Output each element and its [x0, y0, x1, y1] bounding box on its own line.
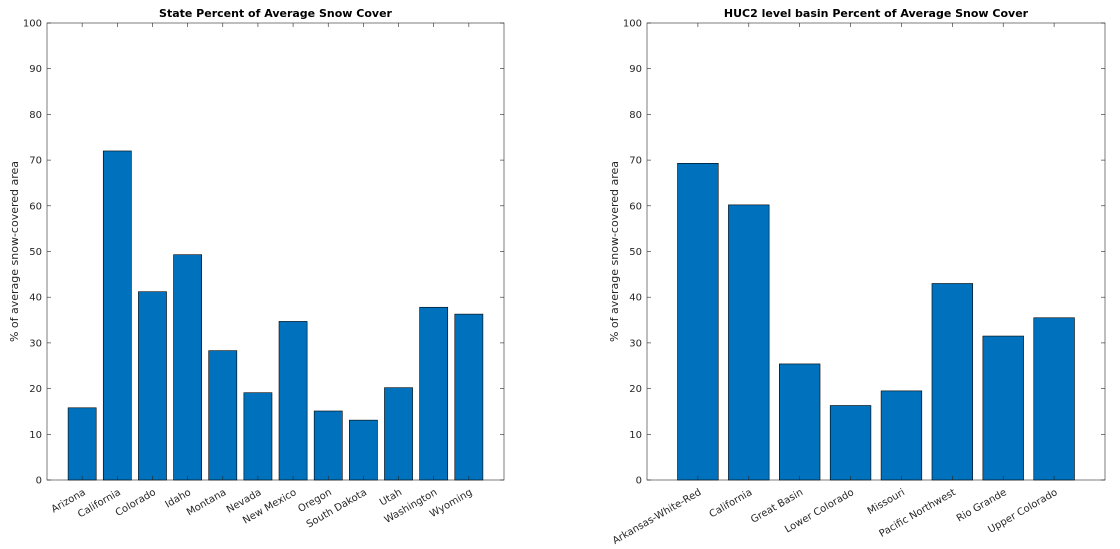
- bar-wyoming: [454, 313, 484, 481]
- bar-missouri: [880, 390, 923, 481]
- y-tick-label: 20: [629, 384, 642, 395]
- y-tick-label: 40: [29, 293, 42, 304]
- y-tick-label: 10: [29, 430, 42, 441]
- bar-california: [728, 204, 770, 481]
- y-tick-label: 50: [29, 247, 42, 258]
- bar-new-mexico: [278, 321, 308, 481]
- chart-title: HUC2 level basin Percent of Average Snow…: [724, 7, 1029, 20]
- y-tick-label: 10: [629, 430, 642, 441]
- bar-idaho: [173, 254, 202, 481]
- bar-lower-colorado: [829, 405, 872, 481]
- bar-pacific-northwest: [931, 283, 973, 481]
- plot-area: [646, 22, 1106, 481]
- bar-great-basin: [779, 363, 821, 481]
- x-tick-label: Montana: [185, 487, 228, 518]
- y-tick-label: 100: [23, 19, 42, 30]
- y-tick-label: 0: [36, 476, 42, 487]
- y-tick-label: 60: [629, 201, 642, 212]
- bar-south-dakota: [349, 419, 378, 481]
- y-tick-label: 80: [629, 110, 642, 121]
- y-tick-label: 0: [636, 476, 642, 487]
- bar-oregon: [313, 410, 343, 481]
- bar-utah: [384, 387, 413, 481]
- x-tick-label: Utah: [378, 487, 404, 508]
- y-tick-label: 80: [29, 110, 42, 121]
- y-tick-label: 70: [29, 156, 42, 167]
- bar-california: [102, 150, 132, 481]
- y-tick-label: 100: [623, 19, 642, 30]
- y-tick-label: 50: [629, 247, 642, 258]
- bar-washington: [419, 306, 449, 481]
- bar-arizona: [67, 407, 97, 481]
- bar-upper-colorado: [1033, 317, 1075, 481]
- bar-nevada: [243, 392, 273, 481]
- huc2-basin-snow-cover-chart: HUC2 level basin Percent of Average Snow…: [608, 7, 1106, 547]
- bar-arkansas-white-red: [677, 162, 719, 481]
- bar-colorado: [138, 291, 167, 481]
- x-tick-label: South Dakota: [305, 487, 369, 530]
- y-tick-label: 90: [629, 64, 642, 75]
- y-axis-label: % of average snow-covered area: [608, 161, 621, 342]
- x-tick-label: California: [708, 487, 755, 520]
- x-tick-label: Arkansas-White-Red: [611, 487, 704, 547]
- y-tick-label: 40: [629, 293, 642, 304]
- y-tick-label: 70: [629, 156, 642, 167]
- y-tick-label: 60: [29, 201, 42, 212]
- x-tick-label: Missouri: [866, 487, 907, 517]
- y-tick-label: 30: [29, 338, 42, 349]
- y-tick-label: 20: [29, 384, 42, 395]
- bar-rio-grande: [982, 335, 1024, 481]
- state-snow-cover-chart: State Percent of Average Snow Cover % of …: [8, 7, 505, 530]
- y-axis-label: % of average snow-covered area: [8, 161, 21, 342]
- bar-montana: [208, 350, 238, 481]
- y-tick-label: 30: [629, 338, 642, 349]
- y-tick-label: 90: [29, 64, 42, 75]
- chart-title: State Percent of Average Snow Cover: [159, 7, 392, 20]
- x-tick-label: Colorado: [114, 487, 158, 519]
